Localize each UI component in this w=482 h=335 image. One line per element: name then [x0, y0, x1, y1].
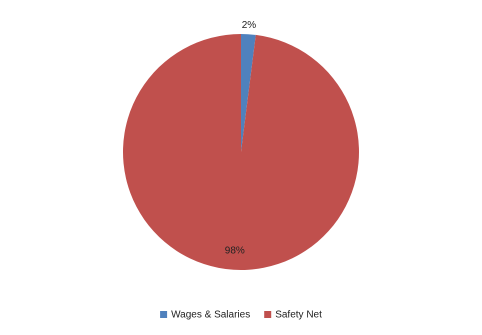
data-label: 2%	[242, 20, 257, 31]
pie-slice	[123, 34, 360, 270]
legend-swatch	[264, 311, 272, 318]
data-label: 98%	[225, 246, 245, 257]
legend-label: Safety Net	[275, 310, 322, 321]
legend-swatch	[160, 311, 168, 318]
legend: Wages & Salaries Safety Net	[160, 310, 322, 321]
legend-label: Wages & Salaries	[171, 310, 250, 321]
pie-slice	[241, 34, 256, 152]
